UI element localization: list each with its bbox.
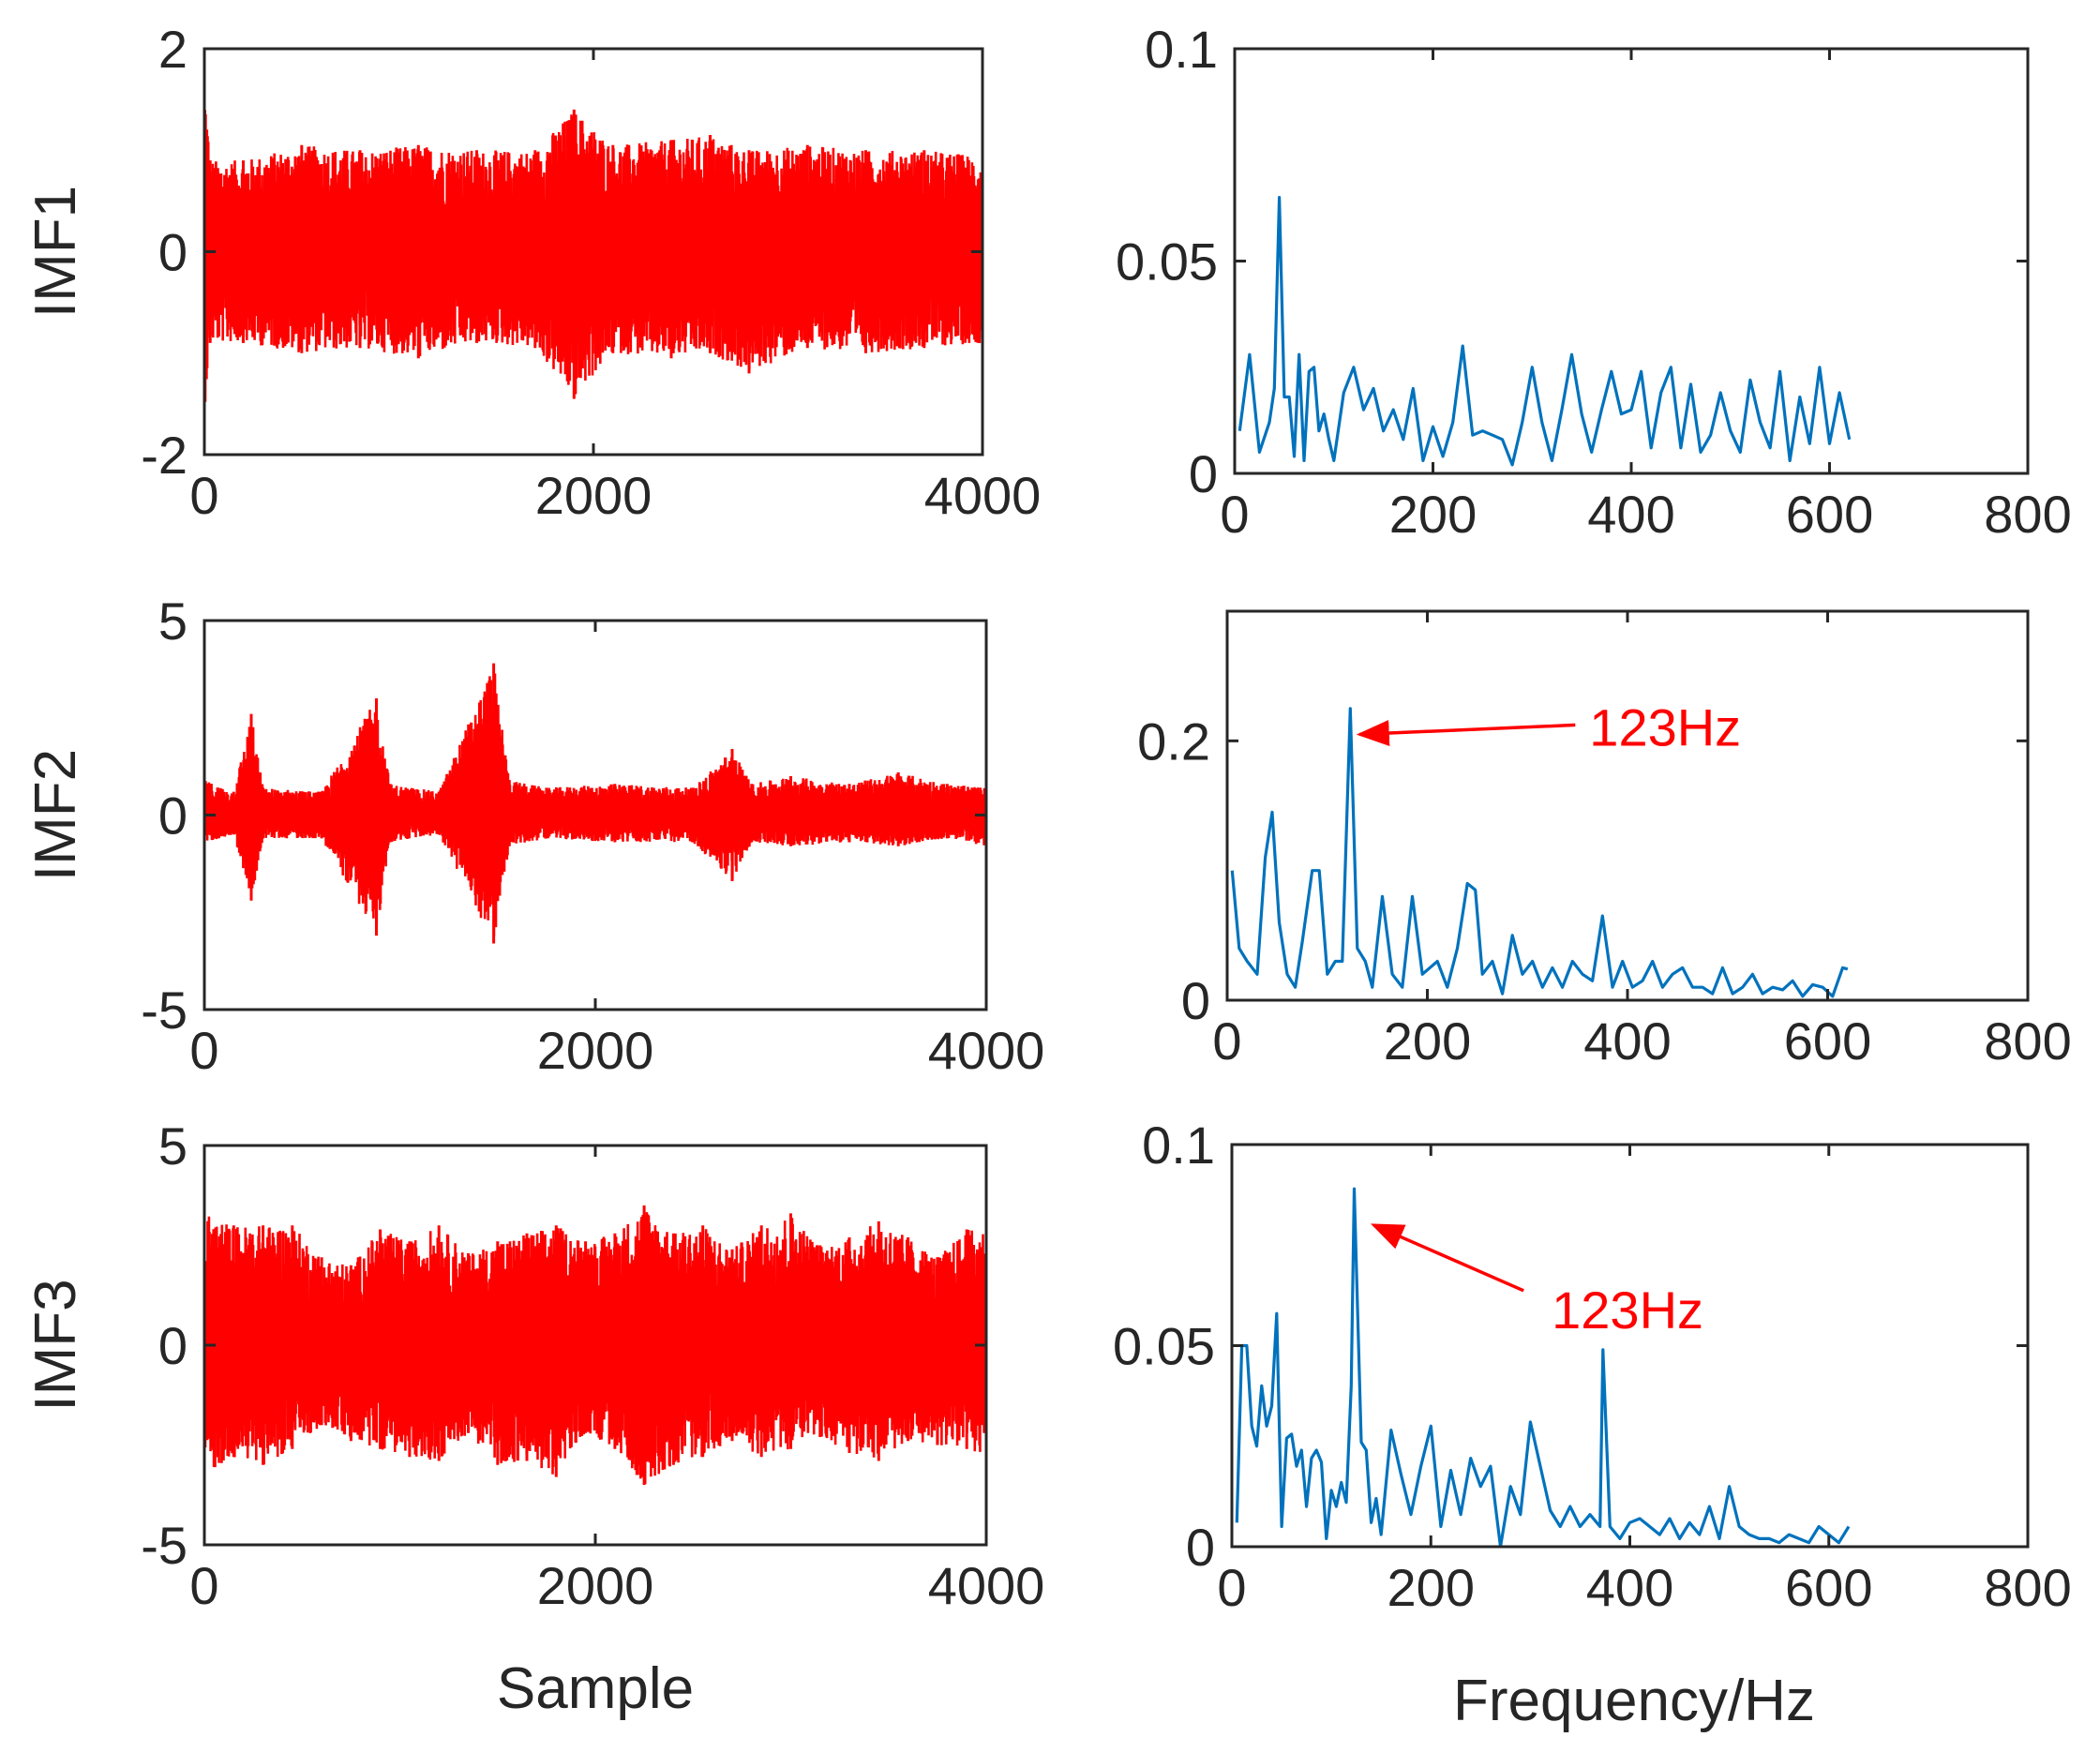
panel-imf2_spectrum: 0 200 400 600 800 0 0.2 123Hz [1137, 609, 2072, 1071]
x-tick-label: 0 [1212, 1011, 1241, 1071]
y-tick-label: -5 [141, 1516, 188, 1575]
y-tick-label: 0 [158, 1316, 188, 1375]
x-tick-label: 600 [1784, 1011, 1871, 1071]
x-tick-label: 0 [1217, 1558, 1246, 1617]
x-tick-label: 200 [1388, 1558, 1475, 1617]
y-tick-label: 0 [1186, 1518, 1215, 1577]
x-tick-label: 0 [189, 1021, 218, 1080]
y-tick-label: 0 [1189, 444, 1218, 503]
x-tick-label: 400 [1587, 485, 1674, 544]
annotation-arrow-imf2_spectrum [1356, 720, 1576, 747]
x-tick-label: 4000 [928, 1556, 1045, 1615]
x-tick-label: 0 [189, 1556, 218, 1615]
y-axis-label-imf1_time: IMF1 [23, 186, 88, 318]
annotation-label-imf2_spectrum: 123Hz [1589, 697, 1741, 756]
x-tick-label: 4000 [924, 466, 1042, 525]
y-tick-label: 2 [158, 20, 188, 79]
left-xlabel: Sample [497, 1656, 694, 1721]
spectrum-line-imf2_spectrum [1230, 707, 1849, 998]
signal-peaks-imf2_time [204, 663, 986, 944]
y-tick-label: 0.1 [1142, 1116, 1215, 1175]
y-tick-label: 5 [158, 1116, 188, 1175]
y-tick-label: 0.05 [1116, 232, 1218, 292]
x-tick-label: 800 [1984, 1011, 2071, 1071]
y-tick-label: 0.05 [1113, 1317, 1215, 1376]
right-xlabel: Frequency/Hz [1453, 1669, 1815, 1733]
annotation-arrow-imf3_spectrum [1370, 1223, 1524, 1293]
y-axis-label-imf3_time: IMF3 [23, 1279, 88, 1411]
x-tick-label: 2000 [537, 1556, 654, 1615]
signal-trace-imf2_time [204, 673, 986, 936]
spectrum-line-imf3_spectrum [1235, 1187, 1851, 1547]
panel-imf3_spectrum: 0 200 400 600 800 0 0.05 0.1 123Hz [1113, 1116, 2072, 1617]
signal-trace-imf3_time [204, 1212, 986, 1485]
annotation-label-imf3_spectrum: 123Hz [1552, 1280, 1703, 1340]
y-tick-label: 0.2 [1137, 711, 1210, 771]
x-tick-label: 2000 [537, 1021, 654, 1080]
x-tick-label: 0 [189, 466, 218, 525]
x-tick-label: 2000 [535, 466, 652, 525]
y-tick-label: 0 [1181, 971, 1210, 1030]
signal-trace-imf1_time [204, 99, 982, 402]
y-axis-label-imf2_time: IMF2 [23, 749, 88, 881]
x-tick-label: 400 [1583, 1011, 1671, 1071]
x-tick-label: 4000 [928, 1021, 1045, 1080]
x-tick-label: 200 [1389, 485, 1477, 544]
x-tick-label: 800 [1984, 485, 2071, 544]
y-tick-label: 0 [158, 786, 188, 846]
x-tick-label: 400 [1586, 1558, 1673, 1617]
panel-imf1_spectrum: 0 200 400 600 800 0 0.05 0.1 [1116, 20, 2072, 544]
y-tick-label: 5 [158, 591, 188, 651]
y-tick-label: 0 [158, 223, 188, 282]
y-tick-label: -5 [141, 981, 188, 1040]
y-tick-label: -2 [141, 426, 188, 485]
spectrum-line-imf1_spectrum [1238, 196, 1852, 467]
x-tick-label: 200 [1384, 1011, 1471, 1071]
x-tick-label: 600 [1785, 1558, 1872, 1617]
x-tick-label: 0 [1220, 485, 1249, 544]
y-tick-label: 0.1 [1145, 20, 1218, 79]
signal-peaks-imf3_time [204, 1205, 986, 1486]
x-tick-label: 800 [1984, 1558, 2071, 1617]
x-tick-label: 600 [1786, 485, 1873, 544]
